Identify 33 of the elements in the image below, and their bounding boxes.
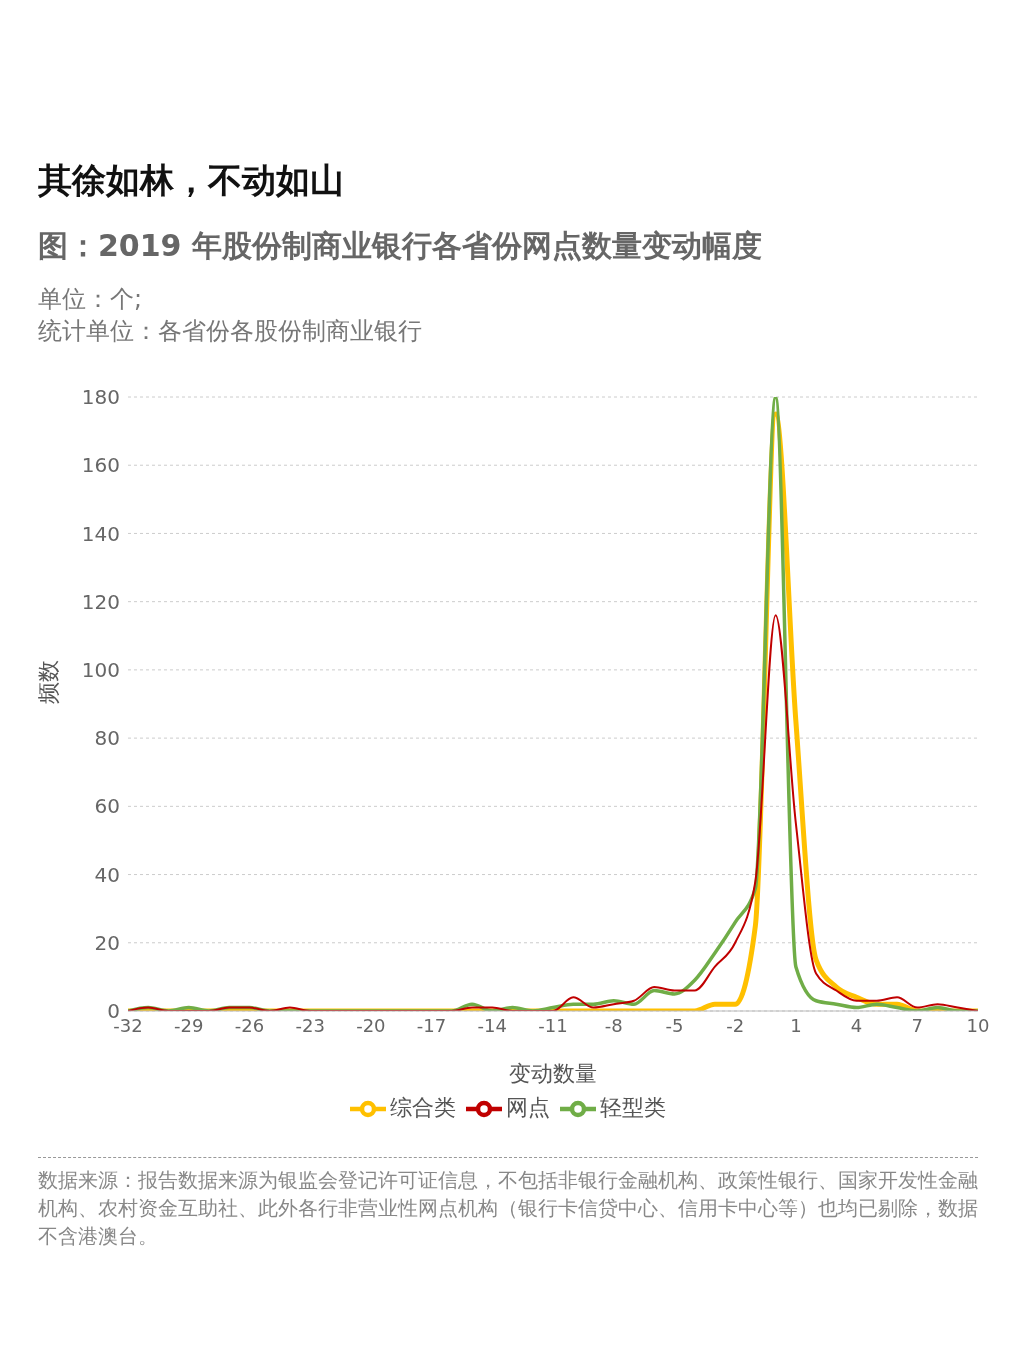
legend-label: 轻型类 bbox=[600, 1095, 666, 1120]
chart-subtitle: 图：2019 年股份制商业银行各省份网点数量变动幅度 bbox=[38, 227, 763, 265]
x-tick-label: 1 bbox=[790, 1014, 802, 1036]
x-tick-label: -8 bbox=[604, 1014, 623, 1036]
x-tick-label: -14 bbox=[477, 1014, 507, 1036]
x-tick-label: 10 bbox=[966, 1014, 990, 1036]
y-tick-label: 100 bbox=[81, 657, 120, 682]
chart-title: 其徐如林，不动如山 bbox=[38, 159, 345, 202]
x-tick-label: -5 bbox=[665, 1014, 684, 1036]
x-tick-label: -23 bbox=[295, 1014, 325, 1036]
source-note: 数据来源：报告数据来源为银监会登记许可证信息，不包括非银行金融机构、政策性银行、国家开发性金融机构、农村资金互助社、此外各行非营业性网点机构（银行卡信贷中心、信用卡中心等）也均已剔除，数据不含港澳台。 bbox=[38, 1167, 978, 1250]
text: 统计单位：各省份各股份制商业银行 bbox=[38, 316, 423, 347]
x-tick-label: 7 bbox=[911, 1014, 924, 1036]
text: 单位：个; bbox=[38, 284, 144, 315]
x-tick-label: -11 bbox=[538, 1014, 568, 1036]
x-axis-title: 变动数量 bbox=[509, 1061, 597, 1086]
legend-label: 网点 bbox=[506, 1095, 550, 1120]
y-tick-label: 80 bbox=[94, 726, 120, 751]
x-tick-label: -2 bbox=[726, 1014, 745, 1036]
x-tick-label: -29 bbox=[174, 1014, 204, 1036]
y-tick-label: 40 bbox=[94, 862, 120, 887]
y-tick-label: 160 bbox=[81, 453, 120, 478]
x-tick-label: 4 bbox=[850, 1014, 863, 1036]
y-axis-title: 频数 bbox=[35, 660, 61, 704]
legend-label: 综合类 bbox=[390, 1095, 456, 1120]
y-tick-label: 140 bbox=[81, 521, 120, 546]
x-tick-label: -26 bbox=[234, 1014, 265, 1036]
x-tick-label: -20 bbox=[356, 1014, 386, 1036]
y-tick-label: 120 bbox=[81, 589, 120, 614]
y-tick-label: 60 bbox=[94, 794, 120, 819]
y-tick-label: 20 bbox=[94, 930, 120, 955]
y-tick-label: 180 bbox=[81, 385, 120, 410]
x-tick-label: -17 bbox=[416, 1014, 447, 1036]
